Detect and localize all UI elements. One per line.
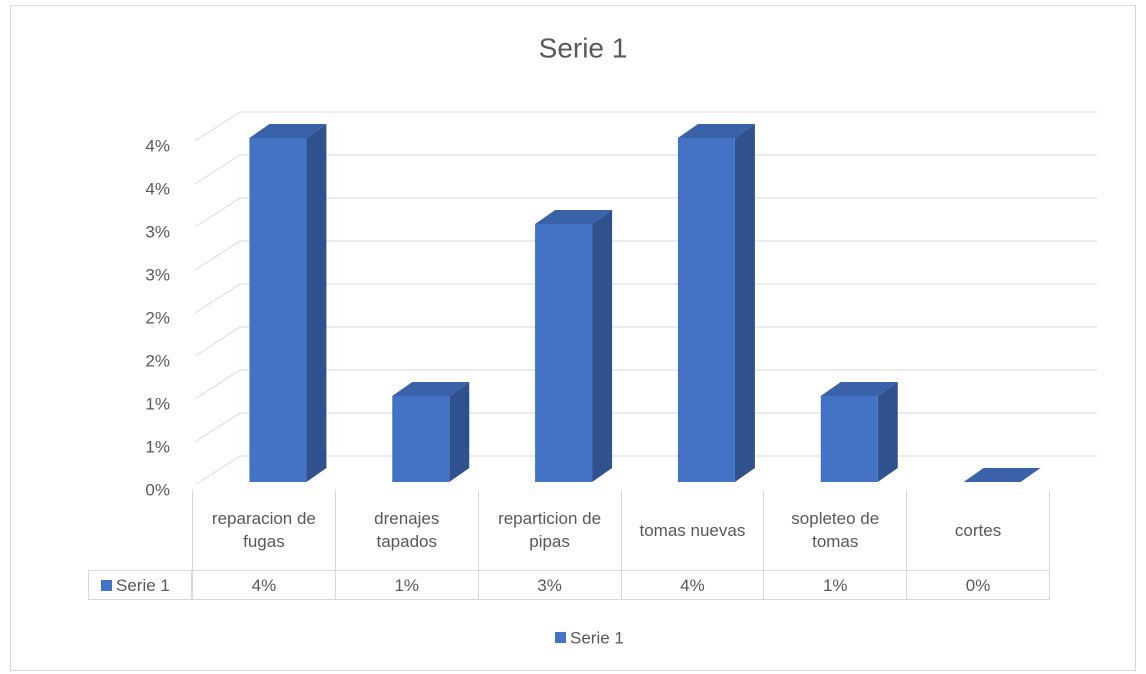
y-tick-label: 2% (145, 351, 170, 370)
series-name: Serie 1 (116, 575, 170, 595)
grid-line (194, 455, 1097, 486)
x-tick-label: reparacion de fugas (192, 490, 335, 570)
y-tick-label: 1% (145, 394, 170, 413)
legend-label: Serie 1 (570, 628, 624, 647)
bar-top (392, 382, 470, 396)
grid-line (194, 412, 1097, 443)
bar (963, 468, 1041, 482)
bar (535, 210, 613, 482)
bar-side (306, 124, 327, 482)
bar-front (820, 396, 878, 482)
data-table-value: 4% (620, 570, 764, 600)
chart-border (10, 5, 1136, 671)
grid-line (194, 154, 1097, 185)
grid-line (194, 240, 1097, 271)
x-tick-label: drenajes tapados (334, 490, 478, 570)
legend-swatch (101, 579, 112, 591)
bar (820, 382, 898, 482)
bar-top (677, 124, 755, 138)
data-table-value: 3% (477, 570, 621, 600)
legend-swatch (555, 632, 566, 643)
y-tick-label: 2% (145, 308, 170, 327)
data-table-edge (1049, 490, 1050, 600)
data-table-value: 1% (763, 570, 907, 600)
bar-top (963, 468, 1041, 482)
x-tick-label: sopleteo de tomas (763, 490, 906, 570)
y-tick-label: 0% (145, 480, 170, 499)
bar-side (449, 382, 470, 482)
data-table-series: Serie 1 (88, 570, 192, 600)
y-tick-label: 3% (145, 222, 170, 241)
bar (677, 124, 755, 482)
grid-line (194, 326, 1097, 357)
bar-top (820, 382, 898, 396)
data-table-value: 4% (192, 570, 335, 600)
bar-side (592, 210, 613, 482)
grid-line (194, 111, 1097, 142)
bar (249, 124, 327, 482)
bar-front (535, 224, 593, 482)
y-tick-label: 1% (145, 437, 170, 456)
grid-line (194, 197, 1097, 228)
grid-line (194, 369, 1097, 400)
bar (392, 382, 470, 482)
bar-side (734, 124, 755, 482)
y-tick-label: 4% (145, 179, 170, 198)
x-tick-label: tomas nuevas (620, 490, 764, 570)
bar-top (249, 124, 327, 138)
bar-front (249, 138, 307, 482)
bar-front (677, 138, 735, 482)
grid-line (194, 283, 1097, 314)
y-tick-label: 3% (145, 265, 170, 284)
bar-side (877, 382, 898, 482)
bar-top (535, 210, 613, 224)
y-tick-label: 4% (145, 136, 170, 155)
x-tick-label: reparticion de pipas (477, 490, 621, 570)
chart-title: Serie 1 (539, 32, 628, 63)
data-table-value: 1% (334, 570, 478, 600)
data-table-value: 0% (906, 570, 1049, 600)
x-tick-label: cortes (906, 490, 1049, 570)
bar-front (392, 396, 450, 482)
